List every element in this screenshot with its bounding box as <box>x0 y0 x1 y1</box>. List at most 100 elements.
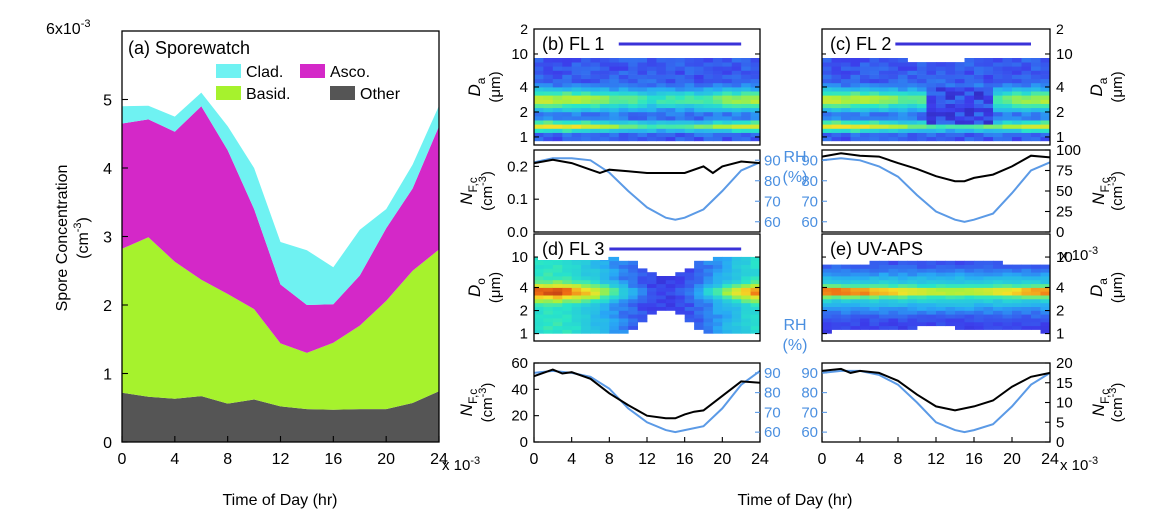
heat-cell <box>581 62 591 67</box>
heat-cell <box>722 276 733 281</box>
heat-cell <box>590 318 601 323</box>
heat-cell <box>964 111 975 117</box>
heat-cell <box>609 103 620 109</box>
heat-cell <box>571 95 582 100</box>
heat-cell <box>1012 299 1022 304</box>
heat-cell <box>936 120 946 125</box>
heat-cell <box>543 295 554 300</box>
heat-cell <box>628 128 638 133</box>
heat-cell <box>860 116 870 121</box>
heat-cell <box>684 70 695 75</box>
heat-cell <box>647 111 657 117</box>
heat-cell <box>741 268 751 273</box>
heat-cell <box>571 58 582 63</box>
heat-cell <box>590 295 601 300</box>
panel-title-box <box>538 33 609 55</box>
heat-cell <box>609 272 620 277</box>
heat-cell <box>888 91 899 96</box>
heat-cell <box>647 62 657 67</box>
heat-cell <box>731 310 742 315</box>
heat-cell <box>917 70 927 75</box>
heat-cell <box>712 256 723 262</box>
heat-cell <box>964 87 975 92</box>
heat-cell <box>656 70 667 75</box>
heat-cell <box>983 87 994 92</box>
heat-cell <box>907 302 918 307</box>
heat-cell <box>637 103 648 109</box>
heat-cell <box>590 87 601 92</box>
y-tick-label: 0 <box>103 435 112 452</box>
heat-cell <box>599 264 610 269</box>
heat-cell <box>1012 107 1022 113</box>
heat-cell <box>675 299 686 304</box>
heat-cell <box>879 291 889 296</box>
heat-cell <box>694 70 704 75</box>
heat-cell <box>562 78 573 84</box>
heat-cell <box>618 279 629 285</box>
heat-cell <box>647 95 657 100</box>
heat-cell <box>694 99 704 104</box>
heat-cell <box>628 272 638 277</box>
heat-cell <box>712 120 723 125</box>
heat-cell <box>974 283 984 288</box>
heat-cell <box>684 74 695 80</box>
y-tick-label: 10 <box>1056 395 1073 412</box>
y-tick-label: 4 <box>520 79 528 96</box>
heat-cell <box>628 276 638 281</box>
heat-cell <box>590 329 601 334</box>
heat-cell <box>964 318 975 323</box>
heat-cell <box>703 295 714 300</box>
heat-cell <box>974 318 984 323</box>
heat-cell <box>694 272 704 277</box>
heat-cell <box>712 329 723 334</box>
heat-cell <box>983 276 994 281</box>
heat-cell <box>675 74 686 80</box>
heat-cell <box>841 314 851 319</box>
heat-cell <box>945 283 956 288</box>
heat-cell <box>888 318 899 323</box>
heat-cell <box>1002 264 1013 269</box>
heat-cell <box>562 268 573 273</box>
heat-cell <box>964 268 975 273</box>
heat-cell <box>974 124 984 129</box>
heat-cell <box>552 107 563 113</box>
heat-cell <box>675 295 686 300</box>
heat-cell <box>590 302 601 307</box>
heat-cell <box>898 66 908 71</box>
heat-cell <box>964 91 975 96</box>
heat-cell <box>831 283 842 288</box>
heat-cell <box>675 310 686 315</box>
heat-cell <box>955 306 965 311</box>
heat-cell <box>926 302 937 307</box>
heat-cell <box>712 318 723 323</box>
heat-cell <box>831 325 842 330</box>
heat-cell <box>552 124 563 129</box>
heat-cell <box>552 321 563 327</box>
heat-cell <box>888 128 899 133</box>
heat-cell <box>993 95 1003 100</box>
heat-cell <box>675 66 686 71</box>
heat-cell <box>907 295 918 300</box>
heat-cell <box>609 124 620 129</box>
heat-cell <box>562 70 573 75</box>
heat-cell <box>694 132 704 138</box>
heat-cell <box>1031 103 1041 109</box>
heat-cell <box>534 111 544 117</box>
heat-cell <box>694 74 704 80</box>
heat-cell <box>888 78 899 84</box>
heat-cell <box>628 58 638 63</box>
heat-cell <box>1021 287 1032 292</box>
heat-cell <box>750 78 761 84</box>
heat-cell <box>731 283 742 288</box>
heat-cell <box>590 272 601 277</box>
heat-cell <box>831 295 842 300</box>
heat-cell <box>571 136 582 142</box>
rh-tick-label: 60 <box>801 424 818 441</box>
shared-x-axis-label: Time of Day (hr) <box>738 492 853 509</box>
heat-cell <box>1012 302 1022 307</box>
heat-cell <box>552 291 563 296</box>
heat-cell <box>879 58 889 63</box>
heat-cell <box>917 132 927 138</box>
